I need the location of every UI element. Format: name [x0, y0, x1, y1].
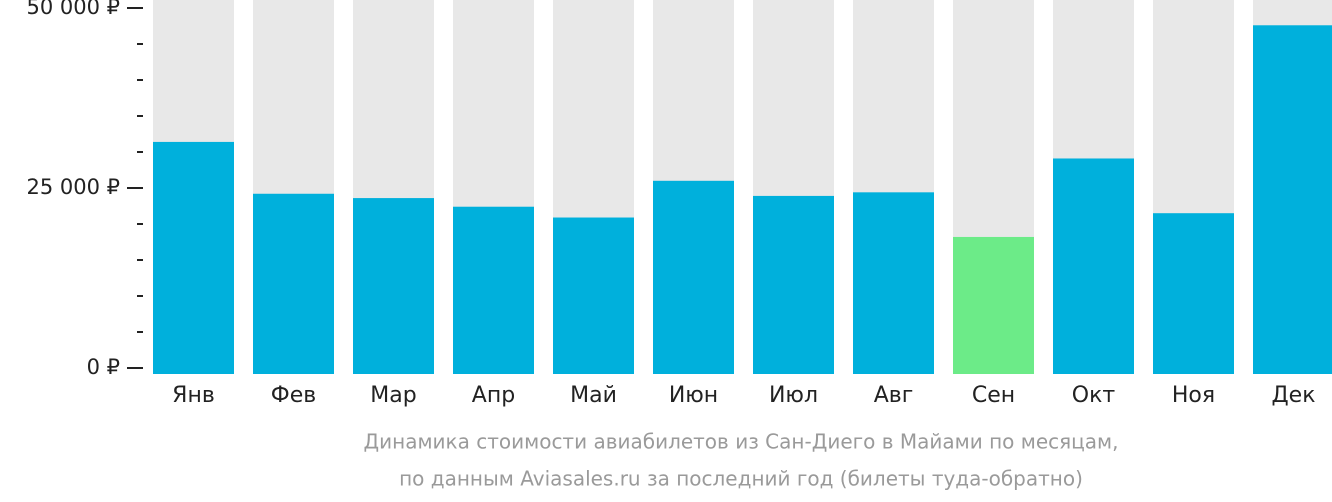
- x-tick-label: Июл: [769, 383, 818, 408]
- bar: [553, 217, 634, 374]
- x-tick-label: Окт: [1072, 383, 1116, 408]
- y-tick-label: 25 000 ₽: [26, 175, 120, 199]
- bar: [953, 236, 1034, 374]
- x-tick-label: Ноя: [1172, 383, 1215, 408]
- bar: [353, 198, 434, 374]
- x-tick-label: Авг: [874, 383, 914, 408]
- x-tick-label: Янв: [172, 383, 215, 408]
- caption-line: по данным Aviasales.ru за последний год …: [399, 467, 1083, 491]
- bar: [453, 206, 534, 374]
- y-tick-label: 0 ₽: [87, 355, 120, 379]
- x-tick-label: Апр: [472, 383, 515, 408]
- caption-line: Динамика стоимости авиабилетов из Сан-Ди…: [364, 430, 1119, 454]
- x-tick-label: Сен: [972, 383, 1015, 408]
- x-tick-label: Май: [570, 383, 617, 408]
- y-tick-label: 50 000 ₽: [26, 0, 120, 19]
- bar: [653, 180, 734, 374]
- bar: [853, 192, 934, 374]
- bar: [153, 141, 234, 374]
- bar: [253, 193, 334, 374]
- x-tick-label: Фев: [271, 383, 316, 408]
- x-tick-label: Июн: [669, 383, 718, 408]
- bar: [1153, 213, 1234, 374]
- x-tick-label: Дек: [1271, 383, 1315, 408]
- bar: [1253, 25, 1332, 375]
- bar: [1053, 158, 1134, 374]
- x-tick-label: Мар: [370, 383, 416, 408]
- bar: [753, 195, 834, 374]
